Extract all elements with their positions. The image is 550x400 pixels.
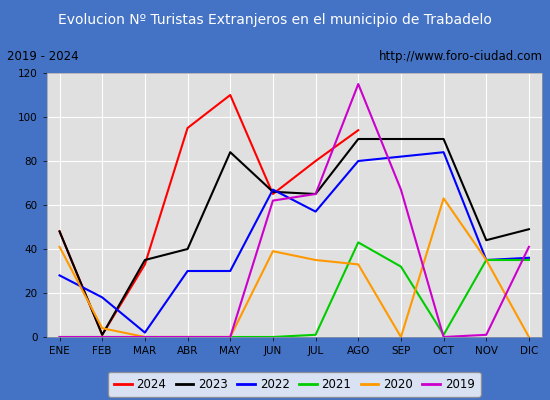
Text: Evolucion Nº Turistas Extranjeros en el municipio de Trabadelo: Evolucion Nº Turistas Extranjeros en el …	[58, 13, 492, 27]
Text: http://www.foro-ciudad.com: http://www.foro-ciudad.com	[379, 50, 543, 63]
Text: 2019 - 2024: 2019 - 2024	[7, 50, 78, 63]
Legend: 2024, 2023, 2022, 2021, 2020, 2019: 2024, 2023, 2022, 2021, 2020, 2019	[108, 372, 481, 397]
